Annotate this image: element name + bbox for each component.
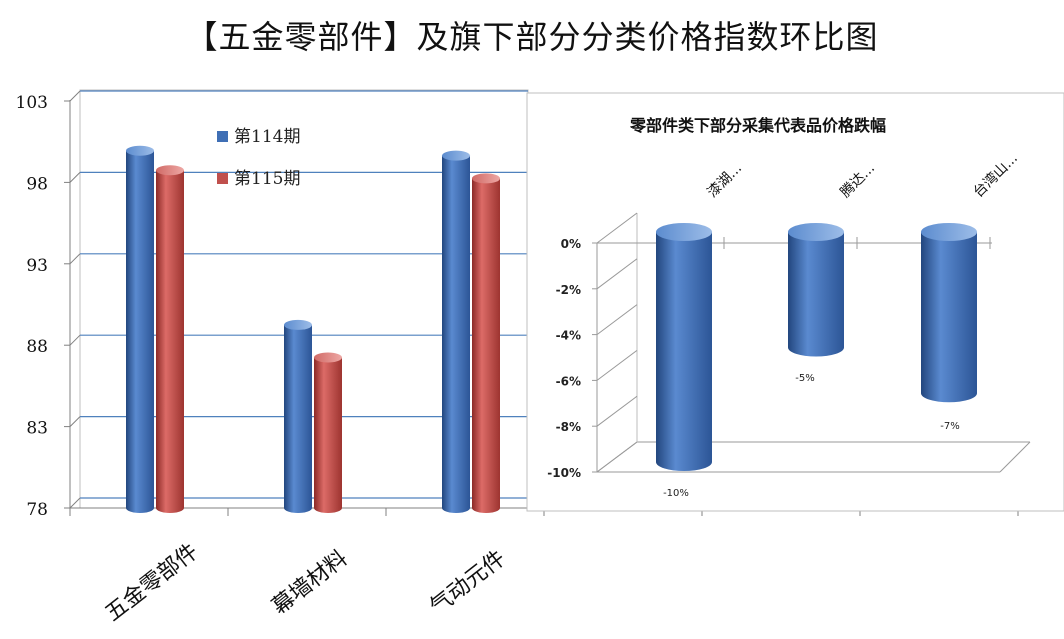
inset-bar-cap bbox=[921, 223, 977, 241]
main-category-label: 幕墙材料 bbox=[268, 546, 353, 620]
main-bar-cap bbox=[284, 319, 312, 330]
inset-y-tick-label: 0% bbox=[561, 237, 581, 251]
main-bar-cap bbox=[156, 165, 184, 176]
main-y-tick-label: 93 bbox=[26, 256, 48, 276]
inset-data-label: -10% bbox=[663, 488, 689, 499]
main-grid-diagonal bbox=[69, 253, 81, 265]
legend-label: 第114期 bbox=[234, 127, 300, 147]
main-bar-cap bbox=[472, 173, 500, 184]
inset-grid-diagonal bbox=[596, 441, 638, 473]
main-bar-body bbox=[442, 155, 470, 513]
legend-swatch bbox=[217, 131, 228, 142]
main-bar bbox=[472, 173, 500, 513]
main-grid-diagonal bbox=[69, 90, 81, 102]
main-y-tick-label: 88 bbox=[26, 337, 48, 357]
main-bar-cap bbox=[126, 145, 154, 156]
inset-title: 零部件类下部分采集代表品价格跌幅 bbox=[629, 116, 886, 135]
inset-bar-body bbox=[921, 232, 978, 403]
main-grid-diagonal bbox=[69, 172, 81, 183]
page-title: 【五金零部件】及旗下部分分类价格指数环比图 bbox=[185, 18, 879, 56]
main-y-tick-label: 103 bbox=[16, 93, 48, 113]
main-bar bbox=[126, 145, 154, 513]
main-bar-cap bbox=[442, 150, 470, 161]
inset-data-labels: -10% -5% -7% bbox=[663, 373, 960, 499]
main-bar bbox=[314, 352, 342, 513]
inset-bar-cap bbox=[788, 223, 844, 241]
inset-bar bbox=[656, 223, 712, 471]
inset-bar bbox=[788, 223, 844, 357]
inset-grid-diagonal bbox=[596, 212, 638, 244]
inset-bar-cap bbox=[656, 223, 712, 241]
main-bars bbox=[126, 145, 500, 513]
inset-walls bbox=[592, 212, 1031, 473]
main-category-label: 五金零部件 bbox=[101, 539, 203, 626]
inset-y-tick-label: -6% bbox=[556, 374, 581, 388]
inset-data-label: -7% bbox=[940, 421, 959, 432]
inset-bar bbox=[921, 223, 978, 403]
inset-grid-diagonal bbox=[596, 395, 638, 427]
inset-bars bbox=[656, 223, 978, 471]
inset-y-tick-labels: 0% -2% -4% -6% -8% -10% bbox=[547, 237, 581, 480]
main-grid-diagonal bbox=[69, 334, 81, 346]
inset-chart: 零部件类下部分采集代表品价格跌幅 0%-2%-4%-6%-8%-10% 漆湖..… bbox=[526, 92, 1064, 512]
inset-bar-body bbox=[788, 232, 844, 357]
main-y-tick-labels: 78 83 88 93 98 103 bbox=[16, 93, 48, 520]
inset-bar-body bbox=[656, 232, 712, 471]
main-bar-body bbox=[156, 170, 184, 513]
inset-grid-diagonal bbox=[596, 304, 638, 336]
legend-swatch bbox=[217, 173, 228, 184]
inset-floor-right bbox=[999, 441, 1031, 473]
inset-y-tick-label: -10% bbox=[547, 466, 581, 480]
legend-label: 第115期 bbox=[234, 169, 300, 189]
main-bar-body bbox=[314, 357, 342, 513]
main-bar-body bbox=[284, 324, 312, 513]
main-category-label: 气动元件 bbox=[426, 546, 511, 620]
inset-grid-diagonal bbox=[596, 349, 638, 381]
inset-y-tick-label: -4% bbox=[556, 329, 581, 343]
main-bar-cap bbox=[314, 352, 342, 363]
main-grid-diagonal bbox=[69, 416, 81, 427]
main-y-tick-label: 78 bbox=[26, 500, 48, 520]
inset-data-label: -5% bbox=[795, 373, 814, 384]
main-y-tick-label: 98 bbox=[26, 174, 48, 194]
main-bar bbox=[284, 319, 312, 513]
inset-y-tick-label: -2% bbox=[556, 283, 581, 297]
main-y-tick-label: 83 bbox=[26, 419, 48, 439]
main-bar bbox=[156, 165, 184, 513]
main-grid-diagonal bbox=[69, 497, 81, 509]
main-bar bbox=[442, 150, 470, 513]
main-bar-body bbox=[472, 178, 500, 513]
inset-y-tick-label: -8% bbox=[556, 420, 581, 434]
main-category-labels: 五金零部件 幕墙材料 气动元件 bbox=[101, 539, 510, 626]
main-bar-body bbox=[126, 150, 154, 513]
inset-grid-diagonal bbox=[596, 258, 638, 290]
